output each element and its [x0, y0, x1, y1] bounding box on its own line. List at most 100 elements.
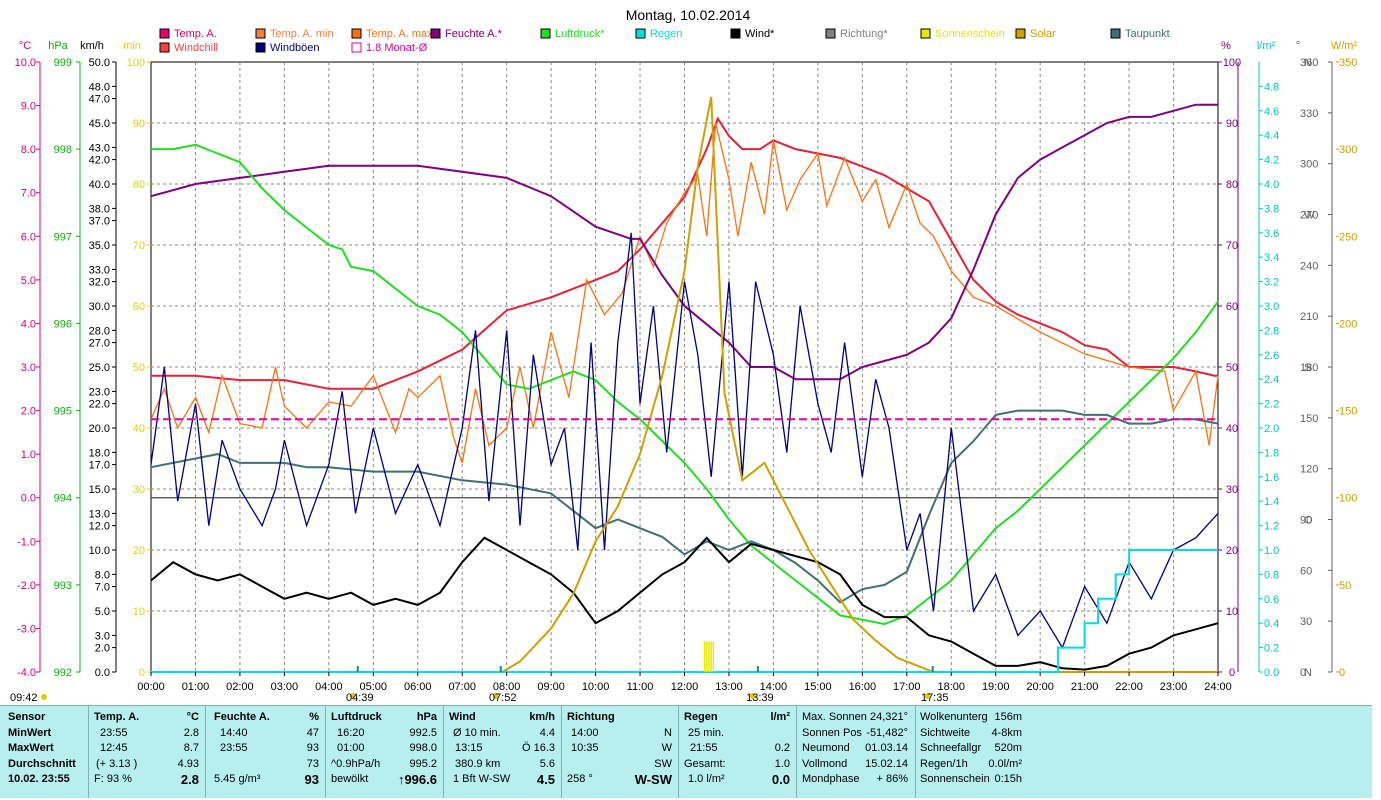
temp-min-time: 23:55	[100, 726, 128, 739]
x-tick-label: 21:00	[1071, 681, 1099, 693]
x-tick-label: 18:00	[937, 681, 965, 693]
x-tick-label: 07:00	[448, 681, 476, 693]
astro-label: Max. Sonnen	[802, 711, 867, 723]
lm2-tick-label: 0.4	[1264, 618, 1279, 630]
wm2-unit-label: W/m²	[1331, 40, 1358, 52]
legend-swatch	[1110, 28, 1121, 39]
kmh-tick-label: 18.0	[89, 447, 110, 459]
degrees-tick-label: 210	[1300, 311, 1318, 323]
kmh-tick-label: 0.0	[95, 667, 110, 679]
percent-unit-label: %	[1221, 40, 1231, 52]
legend-swatch	[430, 28, 441, 39]
rain-row1-label: 25 min.	[688, 726, 725, 739]
lm2-tick-label: 1.2	[1264, 521, 1279, 533]
legend-label: Temp. A. max	[366, 28, 433, 40]
date-time: 10.02. 23:55	[8, 773, 70, 785]
lm2-tick-label: 1.4	[1264, 496, 1279, 508]
cloud-value: 4-8km	[991, 726, 1022, 739]
hum-max-value: 93	[306, 742, 319, 754]
max-label: MaxWert	[8, 742, 54, 754]
rain-row3-value: 1.0	[774, 757, 790, 770]
lm2-tick-label: 4.0	[1264, 179, 1279, 191]
cloud-value: 520m	[994, 742, 1022, 754]
legend-label: Luftdruck*	[555, 28, 605, 40]
sun-icon	[41, 694, 47, 700]
dir-row1-label: 14:00	[571, 726, 599, 739]
x-tick-label: 17:00	[893, 681, 921, 693]
cloud-label: Sichtweite	[920, 726, 971, 739]
kmh-tick-label: 40.0	[89, 179, 110, 191]
hum-unit: %	[309, 711, 319, 723]
celsius-tick-label: -3.0	[17, 623, 36, 635]
percent-tick-label: 60	[1226, 301, 1238, 313]
kmh-tick-label: 2.0	[95, 643, 110, 655]
rain-current: 0.0	[771, 772, 790, 787]
x-tick-label: 04:00	[315, 681, 343, 693]
kmh-tick-label: 35.0	[89, 240, 110, 252]
hpa-unit-label: hPa	[48, 40, 68, 52]
temp-max-value: 8.7	[183, 742, 199, 754]
cloud-value: 156m	[994, 711, 1022, 723]
weather-chart: Montag, 10.02.2014 Temp. A. Temp. A. min T…	[10, 7, 1358, 704]
press-avg-value: 995.2	[409, 757, 437, 770]
celsius-tick-label: 0.0	[21, 493, 36, 505]
hum-current: 93	[304, 772, 319, 787]
wind-row1-value: 4.4	[539, 726, 555, 739]
kmh-tick-label: 38.0	[89, 203, 110, 215]
lm2-tick-label: 1.0	[1264, 545, 1279, 557]
temp-header: Temp. A.	[94, 711, 140, 723]
dir-current: W-SW	[634, 772, 672, 787]
series-luftdruck-	[151, 143, 1219, 626]
legend-label: Feuchte A.*	[445, 28, 503, 40]
series-taupunkt	[150, 409, 1219, 604]
sun-event-time: 07:52	[489, 692, 517, 704]
legend-label: Richtung*	[840, 28, 888, 40]
press-min-value: 992.5	[409, 726, 437, 739]
celsius-tick-label: 8.0	[21, 144, 36, 156]
temp-unit: °C	[186, 711, 199, 723]
degrees-tick-label: 0	[1300, 667, 1306, 679]
wind-row3-label: 380.9 km	[455, 757, 501, 770]
legend-label: Sonnenschein	[935, 28, 1005, 40]
kmh-tick-label: 28.0	[89, 325, 110, 337]
hpa-tick-label: 992	[54, 667, 72, 679]
x-tick-label: 14:00	[760, 681, 788, 693]
lm2-tick-label: 4.6	[1264, 106, 1279, 118]
kmh-tick-label: 7.0	[95, 582, 110, 594]
lm2-tick-label: 0.0	[1264, 667, 1279, 679]
wm2-tick-label: 300	[1339, 144, 1357, 156]
series-temp-a-max	[150, 122, 1219, 464]
x-tick-label: 16:00	[849, 681, 877, 693]
kmh-tick-label: 45.0	[89, 118, 110, 130]
lm2-tick-label: 2.6	[1264, 350, 1279, 362]
x-tick-label: 24:00	[1204, 681, 1232, 693]
direction-label: N	[1304, 57, 1312, 69]
legend-swatch	[635, 28, 646, 39]
kmh-tick-label: 15.0	[89, 484, 110, 496]
wm2-tick-label: 50	[1339, 580, 1351, 592]
legend-label: Wind*	[745, 28, 775, 40]
x-tick-label: 12:00	[671, 681, 699, 693]
percent-tick-label: 90	[1226, 118, 1238, 130]
degrees-tick-label: 240	[1300, 260, 1318, 272]
legend-label: Taupunkt	[1125, 28, 1170, 40]
lm2-tick-label: 4.8	[1264, 81, 1279, 93]
x-tick-label: 09:00	[537, 681, 565, 693]
kmh-tick-label: 37.0	[89, 216, 110, 228]
wm2-tick-label: 0	[1339, 667, 1345, 679]
cloud-column: Wolkenunterg 156m Sichtweite 4-8km Schneef…	[920, 710, 1022, 788]
x-tick-label: 01:00	[182, 681, 210, 693]
lm2-tick-label: 3.8	[1264, 203, 1279, 215]
hum-min-value: 47	[306, 726, 319, 739]
press-unit: hPa	[416, 711, 437, 723]
hum-max-time: 23:55	[220, 742, 248, 754]
percent-tick-label: 50	[1226, 362, 1238, 374]
celsius-tick-label: -4.0	[17, 667, 36, 679]
wm2-tick-label: 100	[1339, 493, 1357, 505]
kmh-tick-label: 17.0	[89, 460, 110, 472]
temp-current: 2.8	[180, 772, 199, 787]
kmh-tick-label: 33.0	[89, 264, 110, 276]
lm2-tick-label: 4.4	[1264, 130, 1279, 142]
lm2-tick-label: 2.0	[1264, 423, 1279, 435]
series-feuchte-a-	[150, 103, 1218, 381]
